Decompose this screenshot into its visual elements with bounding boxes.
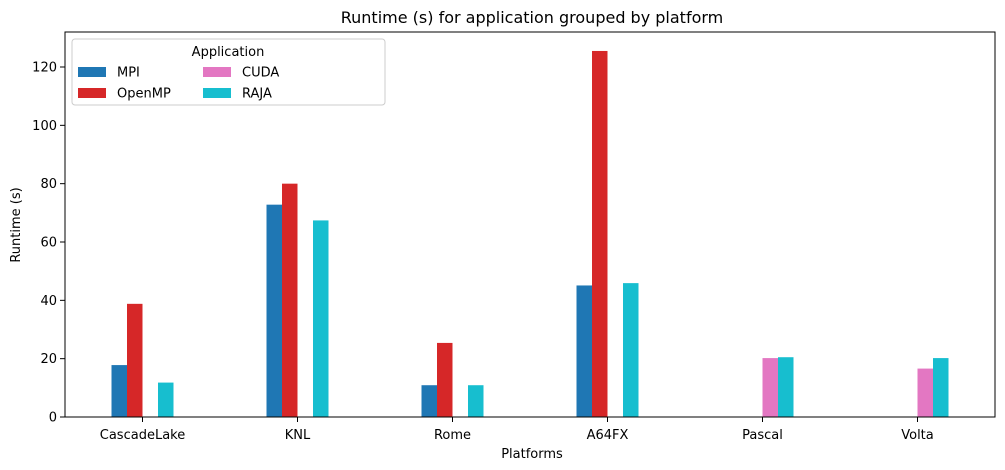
bar-raja-volta [933,358,949,417]
bar-raja-a64fx [623,283,639,417]
x-tick-label-a64fx: A64FX [587,428,629,443]
bar-raja-rome [468,385,484,417]
bar-raja-cascadelake [158,382,174,417]
bar-openmp-a64fx [592,50,608,417]
x-tick-label-pascal: Pascal [742,428,783,443]
legend-title: Application [192,45,265,60]
bar-raja-knl [313,220,329,417]
legend-label-openmp: OpenMP [117,87,171,102]
y-axis: 0 20 40 60 80 100 120 [32,61,65,426]
x-tick-label-knl: KNL [285,428,311,443]
y-tick-label: 80 [40,177,57,192]
legend-swatch-cuda [203,67,231,77]
x-tick-label-volta: Volta [901,428,934,443]
y-tick-label: 20 [40,352,57,367]
bar-cuda-volta [917,368,933,417]
bar-raja-pascal [778,357,794,417]
legend-label-raja: RAJA [242,87,272,102]
y-axis-title: Runtime (s) [9,187,24,262]
bar-mpi-a64fx [576,285,592,417]
bars-layer [111,50,949,417]
bar-openmp-cascadelake [127,303,143,417]
x-tick-label-rome: Rome [434,428,471,443]
x-axis-title: Platforms [501,447,563,462]
legend-swatch-mpi [78,67,106,77]
x-axis: CascadeLake KNL Rome A64FX Pascal Volta [100,417,934,443]
bar-mpi-knl [266,204,282,417]
legend-label-mpi: MPI [117,66,140,81]
legend-swatch-openmp [78,88,106,98]
bar-openmp-knl [282,183,298,417]
legend-swatch-raja [203,88,231,98]
y-tick-label: 60 [40,236,57,251]
plot-frame [64,31,996,418]
x-tick-label-cascadelake: CascadeLake [100,428,185,443]
bar-mpi-cascadelake [111,365,127,417]
y-tick-label: 0 [49,411,57,426]
y-tick-label: 40 [40,294,57,309]
bar-cuda-pascal [762,358,778,417]
legend: Application MPI OpenMP CUDA RAJA [71,38,386,106]
y-tick-label: 120 [32,61,57,76]
chart-title: Runtime (s) for application grouped by p… [341,8,724,27]
legend-label-cuda: CUDA [242,66,279,81]
y-tick-label: 100 [32,119,57,134]
bar-mpi-rome [421,385,437,417]
bar-openmp-rome [437,342,453,417]
